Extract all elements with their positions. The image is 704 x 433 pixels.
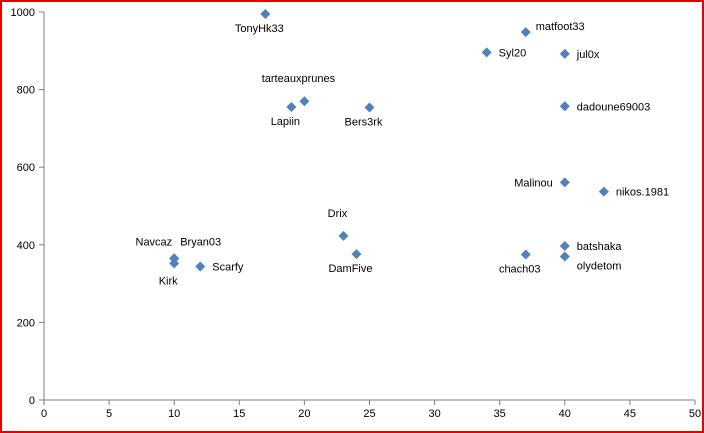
point-label: Drix [328, 208, 348, 220]
point-label: Malinou [514, 177, 553, 189]
data-point-drix [338, 230, 349, 241]
y-tick-label: 400 [17, 240, 35, 252]
data-point-syl20 [481, 47, 492, 58]
point-label: Kirk [159, 275, 178, 287]
data-point-nikos-1981 [598, 186, 609, 197]
data-point-olydetom [559, 251, 570, 262]
data-point-bryan03 [169, 253, 180, 264]
data-point-kirk [169, 258, 180, 269]
point-label: chach03 [499, 264, 541, 276]
x-tick-label: 50 [689, 408, 701, 420]
x-tick-label: 30 [428, 408, 440, 420]
point-label: Scarfy [212, 262, 244, 274]
data-point-dadoune69003 [559, 101, 570, 112]
data-point-batshaka [559, 240, 570, 251]
data-point-scarfy [195, 261, 206, 272]
x-tick-label: 20 [298, 408, 310, 420]
data-point-jul0x [559, 48, 570, 59]
data-point-bers3rk [364, 102, 375, 113]
axes: 0 5 10 15 20 25 30 35 40 45 50 0 200 400 600 800 1000 [11, 7, 702, 420]
point-label: Syl20 [499, 47, 527, 59]
data-point-tonyhk33 [260, 8, 271, 19]
point-label: matfoot33 [536, 21, 585, 33]
y-tick-label: 0 [29, 395, 35, 407]
point-label: dadoune69003 [577, 101, 650, 113]
data-points [169, 8, 609, 272]
point-label: Navcaz [136, 236, 173, 248]
x-tick-label: 10 [168, 408, 180, 420]
y-tick-label: 800 [17, 85, 35, 97]
point-label: TonyHk33 [235, 23, 284, 35]
point-label: tarteauxprunes [262, 73, 336, 85]
x-tick-label: 5 [106, 408, 112, 420]
point-label: Bryan03 [180, 236, 221, 248]
x-tick-label: 0 [41, 408, 47, 420]
point-label: Bers3rk [345, 116, 383, 128]
y-tick-label: 1000 [11, 7, 35, 19]
data-point-malinou [559, 177, 570, 188]
x-tick-label: 40 [559, 408, 571, 420]
y-tick-label: 200 [17, 317, 35, 329]
x-tick-label: 25 [363, 408, 375, 420]
data-point-tarteauxprunes [299, 96, 310, 107]
x-tick-label: 15 [233, 408, 245, 420]
data-point-lapiin [286, 102, 297, 113]
point-label: olydetom [577, 260, 622, 272]
point-label: Lapiin [271, 116, 300, 128]
data-point-matfoot33 [520, 27, 531, 38]
x-tick-label: 45 [624, 408, 636, 420]
point-label: batshaka [577, 241, 623, 253]
point-label: nikos.1981 [616, 187, 669, 199]
data-point-damfive [351, 249, 362, 260]
point-label: jul0x [576, 49, 600, 61]
point-label: DamFive [328, 263, 372, 275]
y-tick-label: 600 [17, 162, 35, 174]
x-tick-label: 35 [494, 408, 506, 420]
point-labels: TonyHk33 matfoot33 Syl20 jul0x tarteauxprune… [136, 21, 670, 287]
data-point-chach03 [520, 249, 531, 260]
